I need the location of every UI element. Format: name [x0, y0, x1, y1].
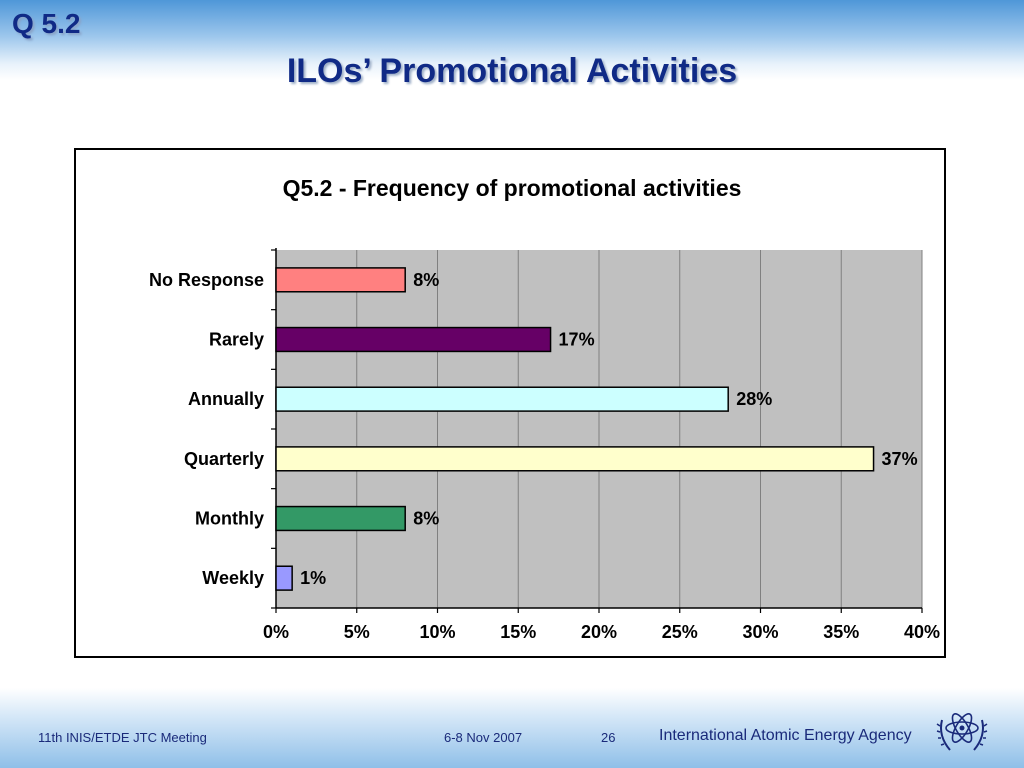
footer-date: 6-8 Nov 2007: [444, 730, 523, 745]
data-label: 1%: [300, 568, 326, 588]
chart-title: Q5.2 - Frequency of promotional activiti…: [283, 175, 742, 201]
chart-frame: Q5.2 - Frequency of promotional activiti…: [74, 148, 946, 658]
category-label: Annually: [188, 389, 264, 409]
iaea-logo-icon: [936, 713, 988, 751]
data-label: 8%: [413, 270, 439, 290]
bar: [275, 565, 293, 591]
footer-page-number: 26: [601, 730, 616, 745]
category-label: Monthly: [195, 509, 264, 529]
data-label: 17%: [559, 330, 595, 350]
x-tick-label: 35%: [823, 622, 859, 642]
bar: [275, 326, 552, 353]
slide-title: ILOs’ Promotional Activities: [286, 52, 738, 90]
x-tick-label: 25%: [662, 622, 698, 642]
data-label: 28%: [736, 389, 772, 409]
x-tick-label: 30%: [742, 622, 778, 642]
x-tick-label: 10%: [419, 622, 455, 642]
x-tick-label: 5%: [344, 622, 370, 642]
bar: [275, 446, 875, 472]
x-tick-label: 0%: [263, 622, 289, 642]
x-tick-label: 20%: [581, 622, 617, 642]
x-tick-label: 15%: [500, 622, 536, 642]
bar-chart: Q5.2 - Frequency of promotional activiti…: [149, 175, 940, 642]
header-band: [0, 0, 1024, 80]
bar: [275, 505, 406, 532]
category-label: Rarely: [209, 330, 264, 350]
category-label: Weekly: [202, 568, 264, 588]
category-label: Quarterly: [184, 449, 264, 469]
x-tick-label: 40%: [904, 622, 940, 642]
footer-meeting: 11th INIS/ETDE JTC Meeting: [38, 730, 207, 745]
data-label: 37%: [882, 449, 918, 469]
footer-band: [0, 688, 1024, 768]
bar: [275, 386, 729, 412]
category-label: No Response: [149, 270, 264, 290]
data-label: 8%: [413, 509, 439, 529]
footer-agency-name: International Atomic Energy Agency: [659, 727, 912, 744]
bar: [275, 267, 406, 293]
slide-number-label: Q 5.2: [12, 8, 81, 39]
